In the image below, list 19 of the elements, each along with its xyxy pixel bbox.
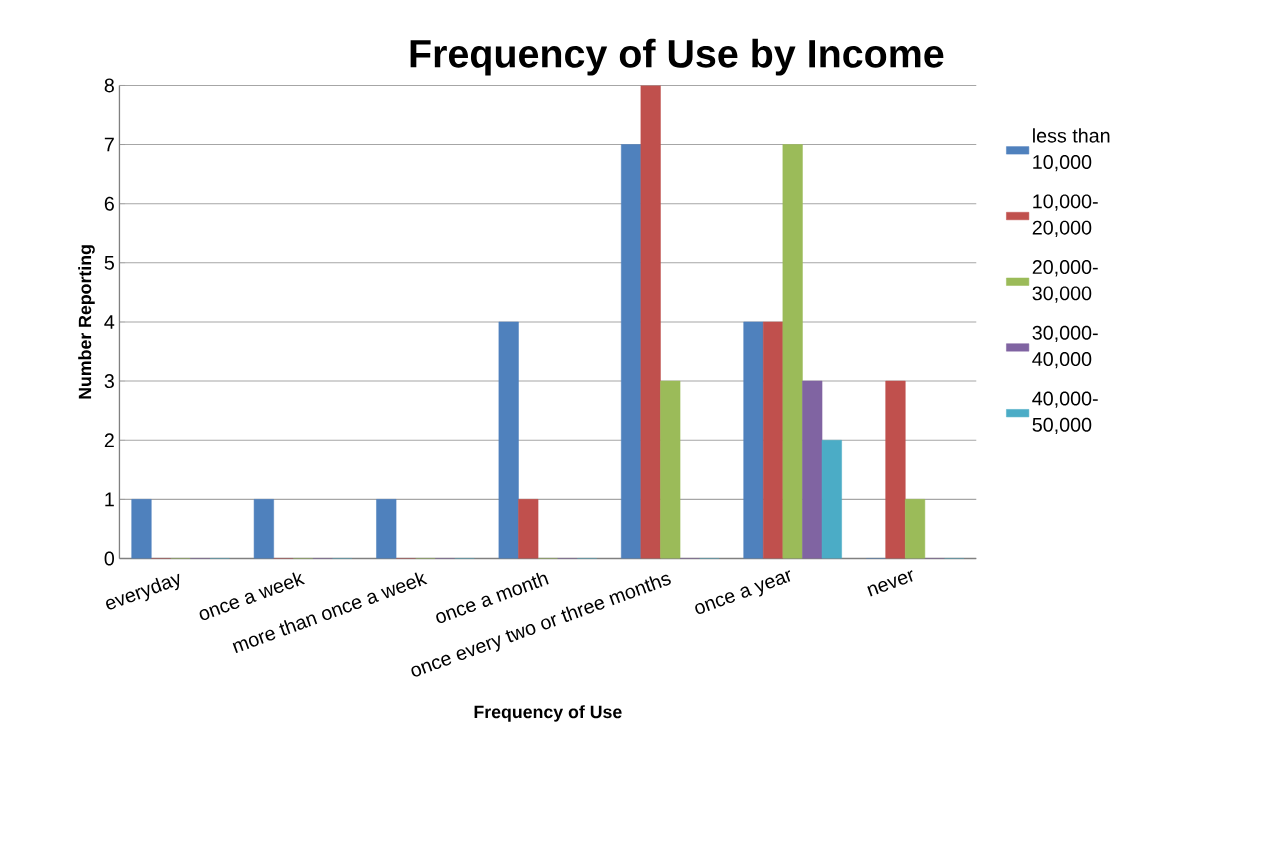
legend-label: 10,000-20,000: [1032, 194, 1098, 238]
y-tick-label: 1: [105, 492, 114, 507]
y-tick-label: 0: [104, 551, 115, 566]
x-tick-label: once a year: [695, 570, 791, 615]
y-tick-label: 2: [104, 433, 114, 448]
x-tick-label: never: [867, 570, 913, 597]
legend-label: 40,000-50,000: [1032, 391, 1098, 435]
y-tick-label: 5: [104, 256, 114, 270]
y-tick-label: 8: [104, 78, 114, 93]
chart-title: Frequency of Use by Income: [410, 38, 944, 76]
legend-label: less than 10,000: [1033, 128, 1110, 172]
y-tick-label: 3: [104, 374, 114, 389]
y-tick-label: 4: [104, 315, 115, 329]
y-tick-label: 6: [104, 196, 114, 211]
y-axis-title: Number Reporting: [78, 245, 95, 399]
y-tick-label: 7: [104, 137, 114, 152]
x-axis-title: Frequency of Use: [474, 705, 622, 722]
legend-label: 20,000-30,000: [1032, 260, 1098, 303]
legend-label: 30,000-40,000: [1032, 325, 1098, 369]
